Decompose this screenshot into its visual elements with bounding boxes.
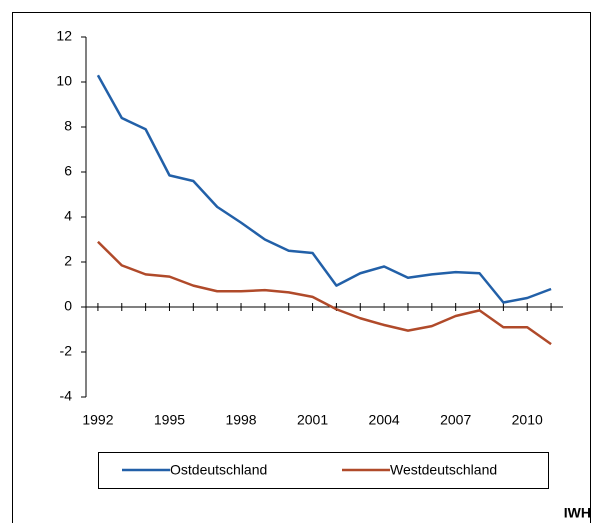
y-tick-label: 10 bbox=[56, 73, 72, 89]
source-label: IWH bbox=[564, 505, 591, 521]
y-tick-label: 4 bbox=[64, 208, 72, 224]
line-series bbox=[97, 240, 552, 346]
legend-label: Ostdeutschland bbox=[170, 462, 267, 478]
x-tick-label: 1995 bbox=[154, 412, 185, 428]
x-tick-label: 2007 bbox=[440, 412, 471, 428]
y-tick-label: 6 bbox=[64, 163, 72, 179]
x-tick-label: 1992 bbox=[82, 412, 113, 428]
x-tick-label: 2010 bbox=[512, 412, 543, 428]
y-tick-label: 2 bbox=[64, 253, 72, 269]
x-tick-label: 2001 bbox=[297, 412, 328, 428]
legend-box bbox=[98, 452, 549, 489]
y-tick-label: 12 bbox=[56, 28, 72, 44]
x-tick-label: 2004 bbox=[369, 412, 400, 428]
y-tick-label: 8 bbox=[64, 118, 72, 134]
legend-label: Westdeutschland bbox=[390, 462, 497, 478]
y-tick-label: -4 bbox=[60, 388, 73, 404]
x-tick-label: 1998 bbox=[225, 412, 256, 428]
frame bbox=[12, 12, 591, 523]
y-tick-label: -2 bbox=[60, 343, 73, 359]
y-tick-label: 0 bbox=[64, 298, 72, 314]
line-series bbox=[96, 74, 552, 304]
